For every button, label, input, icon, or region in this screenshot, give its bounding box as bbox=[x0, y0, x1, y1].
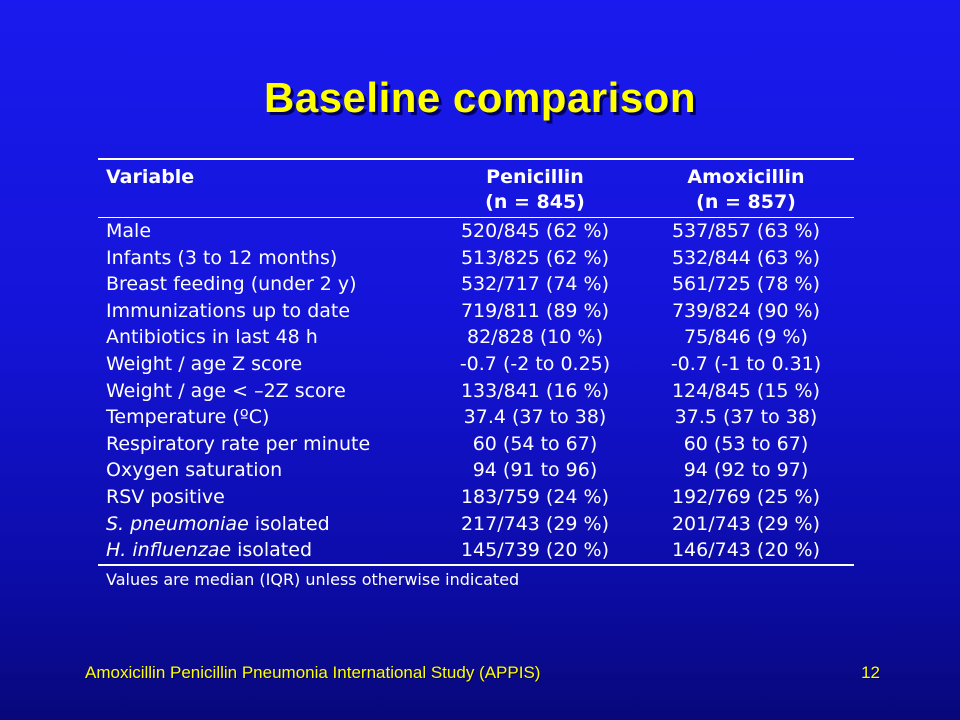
row-penicillin: -0.7 (-2 to 0.25) bbox=[459, 352, 611, 375]
table-row: RSV positive 183/759 (24 %) 192/769 (25 … bbox=[98, 484, 854, 511]
row-variable: Immunizations up to date bbox=[106, 299, 351, 322]
row-amoxicillin: 561/725 (78 %) bbox=[671, 273, 821, 296]
row-variable: Oxygen saturation bbox=[106, 459, 283, 482]
table-row: Infants (3 to 12 months) 513/825 (62 %) … bbox=[98, 245, 854, 272]
row-variable: Antibiotics in last 48 h bbox=[106, 326, 318, 349]
organism-name: H. influenzae bbox=[106, 539, 232, 562]
table-row: S. pneumoniae isolated 217/743 (29 %) 20… bbox=[98, 511, 854, 538]
table-row: Weight / age < –2Z score 133/841 (16 %) … bbox=[98, 378, 854, 405]
header-penicillin-label: Penicillin bbox=[486, 166, 584, 188]
table-row: Immunizations up to date 719/811 (89 %) … bbox=[98, 298, 854, 325]
row-penicillin: 94 (91 to 96) bbox=[472, 459, 598, 482]
row-penicillin: 60 (54 to 67) bbox=[472, 432, 598, 455]
table-row: H. influenzae isolated 145/739 (20 %) 14… bbox=[98, 537, 854, 566]
row-variable: RSV positive bbox=[106, 485, 225, 508]
row-variable: Breast feeding (under 2 y) bbox=[106, 273, 357, 296]
row-amoxicillin: 37.5 (37 to 38) bbox=[674, 406, 818, 429]
row-penicillin: 513/825 (62 %) bbox=[460, 246, 610, 269]
header-variable: Variable bbox=[106, 166, 195, 188]
table-row: Respiratory rate per minute 60 (54 to 67… bbox=[98, 431, 854, 458]
header-penicillin-n: (n = 845) bbox=[485, 191, 585, 213]
slide-number: 12 bbox=[861, 663, 880, 682]
row-variable: Temperature (ºC) bbox=[106, 406, 270, 429]
row-variable: Respiratory rate per minute bbox=[106, 432, 371, 455]
row-penicillin: 217/743 (29 %) bbox=[460, 512, 610, 535]
organism-name: S. pneumoniae bbox=[106, 512, 249, 535]
row-amoxicillin: -0.7 (-1 to 0.31) bbox=[670, 352, 822, 375]
row-variable: Weight / age < –2Z score bbox=[106, 379, 346, 402]
organism-suffix: isolated bbox=[248, 512, 330, 535]
row-amoxicillin: 537/857 (63 %) bbox=[671, 220, 821, 242]
slide-title: Baseline comparison bbox=[264, 74, 696, 121]
row-penicillin: 133/841 (16 %) bbox=[460, 379, 610, 402]
row-penicillin: 82/828 (10 %) bbox=[467, 326, 603, 349]
row-amoxicillin: 739/824 (90 %) bbox=[671, 299, 821, 322]
table-row: Male 520/845 (62 %) 537/857 (63 %) bbox=[98, 218, 854, 245]
header-amoxicillin: Amoxicillin (n = 857) bbox=[638, 159, 854, 218]
header-amoxicillin-label: Amoxicillin bbox=[687, 166, 805, 188]
row-variable: Male bbox=[106, 220, 152, 242]
row-amoxicillin: 192/769 (25 %) bbox=[671, 485, 821, 508]
row-penicillin: 183/759 (24 %) bbox=[460, 485, 610, 508]
row-variable: Infants (3 to 12 months) bbox=[106, 246, 338, 269]
baseline-table-container: Variable Penicillin (n = 845) Amoxicilli… bbox=[98, 158, 854, 566]
baseline-table: Variable Penicillin (n = 845) Amoxicilli… bbox=[98, 158, 854, 566]
row-penicillin: 719/811 (89 %) bbox=[460, 299, 610, 322]
table-header-row: Variable Penicillin (n = 845) Amoxicilli… bbox=[98, 159, 854, 218]
table-footnote: Values are median (IQR) unless otherwise… bbox=[106, 570, 520, 589]
table-row: Antibiotics in last 48 h 82/828 (10 %) 7… bbox=[98, 324, 854, 351]
row-penicillin: 145/739 (20 %) bbox=[432, 537, 638, 566]
row-amoxicillin: 94 (92 to 97) bbox=[683, 459, 809, 482]
table-row: Weight / age Z score -0.7 (-2 to 0.25) -… bbox=[98, 351, 854, 378]
row-penicillin: 520/845 (62 %) bbox=[460, 220, 610, 242]
row-variable: S. pneumoniae isolated bbox=[98, 511, 432, 538]
header-penicillin: Penicillin (n = 845) bbox=[432, 159, 638, 218]
table-row: Breast feeding (under 2 y) 532/717 (74 %… bbox=[98, 271, 854, 298]
row-amoxicillin: 532/844 (63 %) bbox=[671, 246, 821, 269]
row-amoxicillin: 124/845 (15 %) bbox=[671, 379, 821, 402]
row-variable: H. influenzae isolated bbox=[98, 537, 432, 566]
organism-suffix: isolated bbox=[231, 539, 313, 562]
row-penicillin: 532/717 (74 %) bbox=[460, 273, 610, 296]
footer-study-name: Amoxicillin Penicillin Pneumonia Interna… bbox=[85, 663, 541, 682]
row-amoxicillin: 60 (53 to 67) bbox=[683, 432, 809, 455]
row-penicillin: 37.4 (37 to 38) bbox=[463, 406, 607, 429]
row-amoxicillin: 201/743 (29 %) bbox=[671, 512, 821, 535]
row-amoxicillin: 146/743 (20 %) bbox=[638, 537, 854, 566]
row-variable: Weight / age Z score bbox=[106, 352, 303, 375]
header-amoxicillin-n: (n = 857) bbox=[696, 191, 796, 213]
row-amoxicillin: 75/846 (9 %) bbox=[684, 326, 808, 349]
table-row: Temperature (ºC) 37.4 (37 to 38) 37.5 (3… bbox=[98, 404, 854, 431]
table-row: Oxygen saturation 94 (91 to 96) 94 (92 t… bbox=[98, 457, 854, 484]
